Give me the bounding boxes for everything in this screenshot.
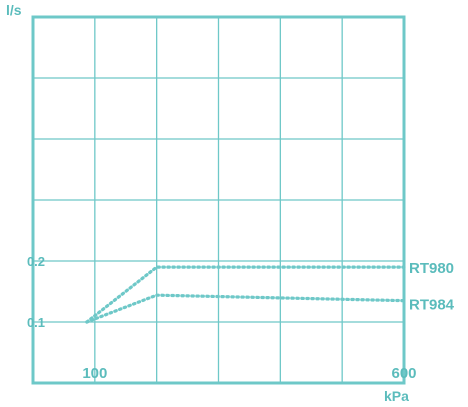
y-axis-label: l/s (6, 2, 22, 18)
series-lines: RT980 RT984 (85, 260, 455, 324)
x-tick-label: 600 (391, 365, 416, 382)
labels: l/s kPa 0.1 0.2 100 600 (6, 2, 417, 404)
series-label-rt980: RT980 (409, 260, 454, 277)
plot-frame (31, 15, 406, 385)
series-line-rt980 (85, 265, 406, 324)
series-label-rt984: RT984 (409, 297, 455, 314)
x-axis-label: kPa (384, 388, 409, 404)
y-tick-label: 0.1 (27, 315, 45, 330)
series-line-rt984 (85, 293, 406, 324)
x-tick-label: 100 (82, 365, 107, 382)
y-tick-label: 0.2 (27, 254, 45, 269)
axes (31, 15, 406, 385)
grid (33, 17, 404, 383)
